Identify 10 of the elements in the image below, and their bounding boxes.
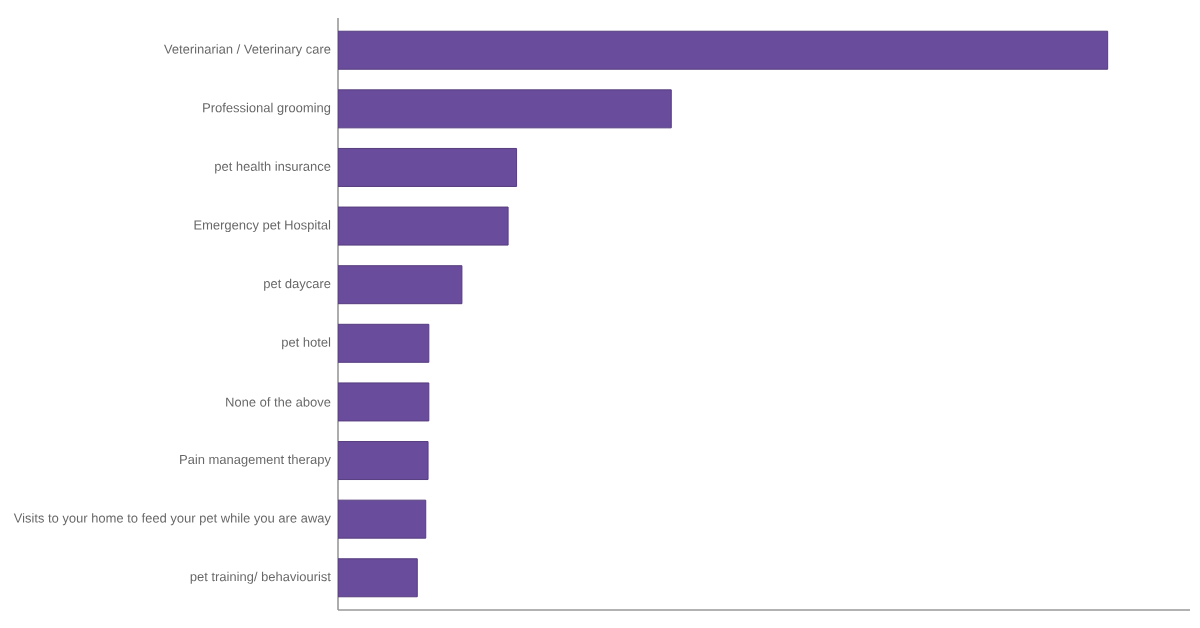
bar [338,30,1109,70]
bar [338,147,518,187]
bar [338,558,418,598]
bar [338,382,430,422]
bar [338,206,509,246]
bar [338,265,463,305]
bar [338,441,429,481]
bar [338,323,430,363]
bar [338,499,427,539]
bar [338,89,672,129]
